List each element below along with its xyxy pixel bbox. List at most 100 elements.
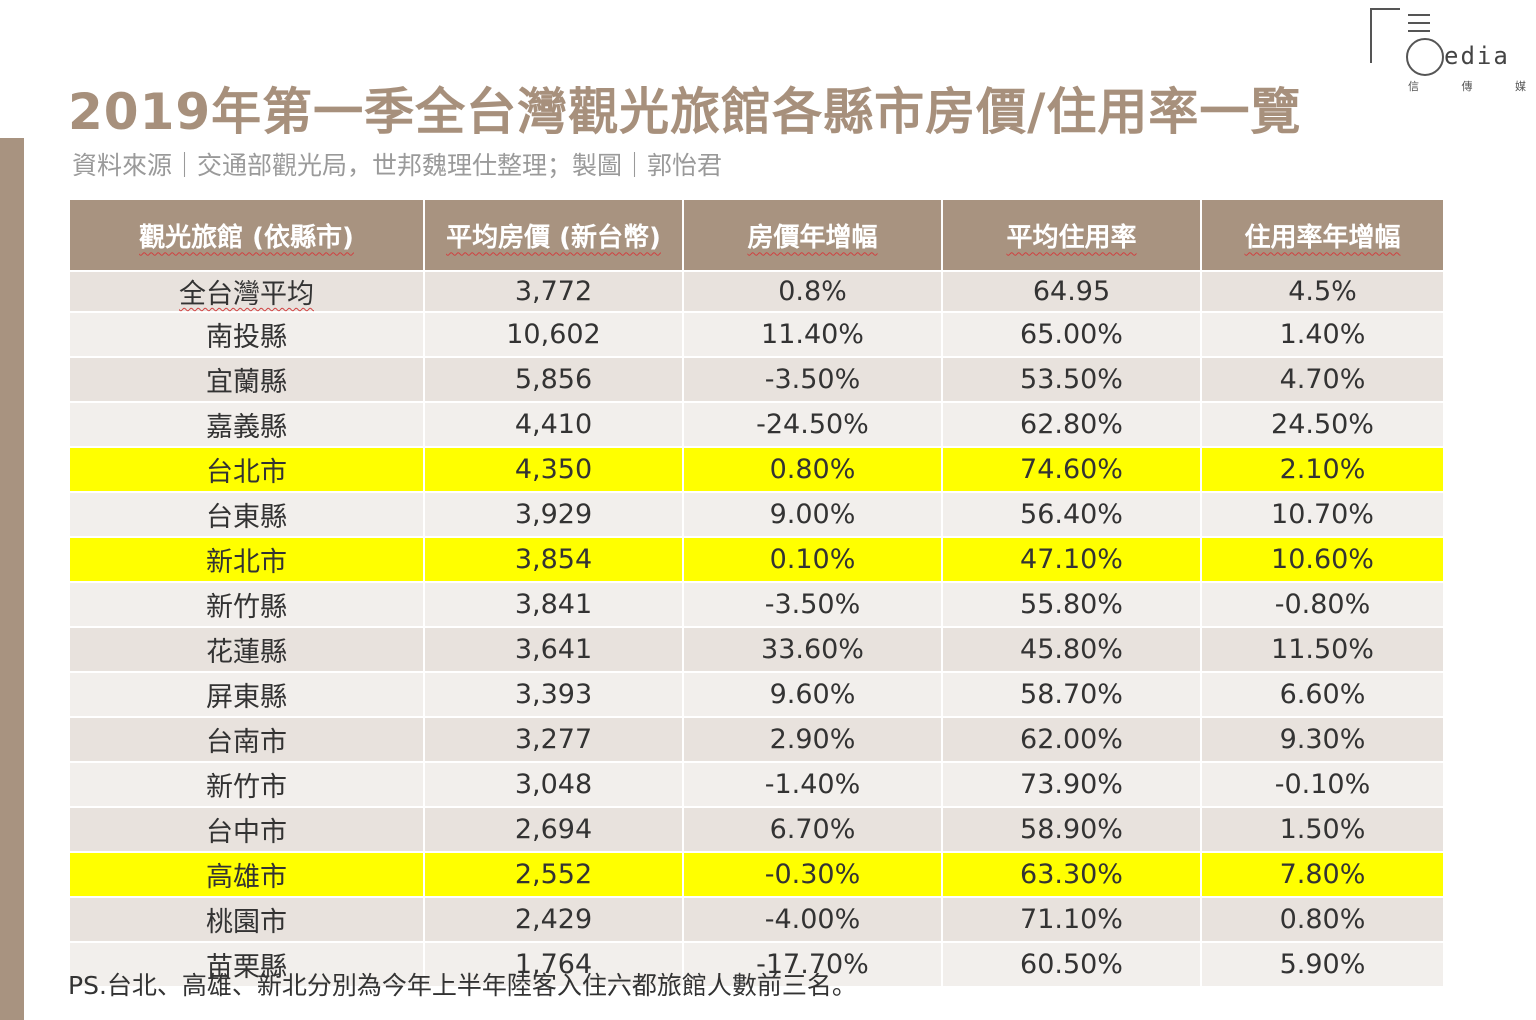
table-row: 南投縣 10,602 11.40% 65.00% 1.40% (68, 311, 1445, 357)
cell-county: 苗栗縣 (68, 941, 425, 986)
cell-county: 宜蘭縣 (68, 356, 425, 402)
cell-price-growth: 11.40% (682, 311, 943, 357)
cell-occupancy-growth: 10.60% (1200, 536, 1445, 582)
cell-occupancy-growth: 11.50% (1200, 626, 1445, 672)
cell-price-growth: -0.30% (682, 851, 943, 897)
cell-occupancy-growth: 9.30% (1200, 716, 1445, 762)
logo-char: 信 (1408, 80, 1419, 93)
cell-avg-price: 3,929 (423, 491, 684, 537)
logo-char: 傳 (1461, 80, 1473, 93)
cell-occupancy: 47.10% (941, 536, 1202, 582)
cell-avg-price: 3,854 (423, 536, 684, 582)
logo-stroke (1370, 8, 1372, 63)
cell-county: 台北市 (68, 446, 425, 492)
cell-occupancy: 60.50% (941, 941, 1202, 986)
cell-avg-price: 2,552 (423, 851, 684, 897)
cell-occupancy-growth: -0.80% (1200, 581, 1445, 627)
cell-price-growth: -3.50% (682, 356, 943, 402)
logo-stroke (1370, 8, 1400, 10)
cell-county: 屏東縣 (68, 671, 425, 717)
cell-occupancy: 45.80% (941, 626, 1202, 672)
cell-avg-price: 3,277 (423, 716, 684, 762)
table-row: 嘉義縣 4,410 -24.50% 62.80% 24.50% (68, 401, 1445, 447)
cell-avg-price: 2,694 (423, 806, 684, 852)
cell-avg-price: 3,772 (423, 270, 684, 312)
page-title: 2019年第一季全台灣觀光旅館各縣市房價/住用率一覽 (68, 83, 1302, 141)
cell-occupancy-growth: 1.50% (1200, 806, 1445, 852)
cell-occupancy: 64.95 (941, 270, 1202, 312)
cell-price-growth: 9.60% (682, 671, 943, 717)
cell-county: 新竹市 (68, 761, 425, 807)
table-row: 桃園市 2,429 -4.00% 71.10% 0.80% (68, 896, 1445, 942)
logo-char: 媒 (1515, 80, 1526, 93)
logo-chinese: 信 傳 媒 (1408, 78, 1526, 94)
cell-occupancy: 71.10% (941, 896, 1202, 942)
cell-occupancy: 73.90% (941, 761, 1202, 807)
cell-avg-price: 3,048 (423, 761, 684, 807)
cell-occupancy: 74.60% (941, 446, 1202, 492)
cell-price-growth: -1.40% (682, 761, 943, 807)
table-body: 全台灣平均 3,772 0.8% 64.95 4.5% 南投縣 10,602 11.40% 65… (68, 270, 1445, 986)
cell-occupancy: 62.80% (941, 401, 1202, 447)
cell-county: 高雄市 (68, 851, 425, 897)
cell-avg-price: 4,350 (423, 446, 684, 492)
table-row: 屏東縣 3,393 9.60% 58.70% 6.60% (68, 671, 1445, 717)
cell-occupancy-growth: -0.10% (1200, 761, 1445, 807)
table-row: 新竹市 3,048 -1.40% 73.90% -0.10% (68, 761, 1445, 807)
cell-occupancy: 58.70% (941, 671, 1202, 717)
cell-occupancy-growth: 6.60% (1200, 671, 1445, 717)
header-avg-price: 平均房價 (新台幣) (423, 200, 684, 271)
cell-occupancy: 62.00% (941, 716, 1202, 762)
table-row: 新北市 3,854 0.10% 47.10% 10.60% (68, 536, 1445, 582)
cell-occupancy-growth: 2.10% (1200, 446, 1445, 492)
cell-occupancy-growth: 0.80% (1200, 896, 1445, 942)
footnote: PS.台北、高雄、新北分別為今年上半年陸客入住六都旅館人數前三名。 (68, 971, 857, 1000)
cell-occupancy: 65.00% (941, 311, 1202, 357)
cell-occupancy: 56.40% (941, 491, 1202, 537)
header-occupancy: 平均住用率 (941, 200, 1202, 271)
cell-county: 台南市 (68, 716, 425, 762)
cell-county: 桃園市 (68, 896, 425, 942)
header-price-growth: 房價年增幅 (682, 200, 943, 271)
cell-occupancy-growth: 7.80% (1200, 851, 1445, 897)
cell-county: 全台灣平均 (68, 270, 425, 312)
cell-county: 南投縣 (68, 311, 425, 357)
table-row: 高雄市 2,552 -0.30% 63.30% 7.80% (68, 851, 1445, 897)
header-occupancy-growth: 住用率年增幅 (1200, 200, 1445, 271)
cell-price-growth: -24.50% (682, 401, 943, 447)
page-subtitle: 資料來源｜交通部觀光局，世邦魏理仕整理；製圖｜郭怡君 (72, 151, 723, 180)
cell-county: 台東縣 (68, 491, 425, 537)
cell-county: 新北市 (68, 536, 425, 582)
logo-emblem-icon (1406, 38, 1444, 76)
cell-price-growth: 2.90% (682, 716, 943, 762)
table-row: 台東縣 3,929 9.00% 56.40% 10.70% (68, 491, 1445, 537)
cell-occupancy: 53.50% (941, 356, 1202, 402)
cell-avg-price: 4,410 (423, 401, 684, 447)
cell-price-growth: 33.60% (682, 626, 943, 672)
cell-avg-price: 2,429 (423, 896, 684, 942)
cell-occupancy-growth: 24.50% (1200, 401, 1445, 447)
cell-price-growth: 0.8% (682, 270, 943, 312)
table-row: 宜蘭縣 5,856 -3.50% 53.50% 4.70% (68, 356, 1445, 402)
cell-occupancy-growth: 4.5% (1200, 270, 1445, 312)
cell-county: 台中市 (68, 806, 425, 852)
table-row: 新竹縣 3,841 -3.50% 55.80% -0.80% (68, 581, 1445, 627)
cell-occupancy: 58.90% (941, 806, 1202, 852)
cell-price-growth: -4.00% (682, 896, 943, 942)
cell-occupancy-growth: 10.70% (1200, 491, 1445, 537)
cell-occupancy-growth: 5.90% (1200, 941, 1445, 986)
cell-price-growth: -3.50% (682, 581, 943, 627)
cell-price-growth: 0.80% (682, 446, 943, 492)
cell-occupancy-growth: 4.70% (1200, 356, 1445, 402)
table-row: 台南市 3,277 2.90% 62.00% 9.30% (68, 716, 1445, 762)
header-county: 觀光旅館 (依縣市) (68, 200, 425, 271)
cell-county: 新竹縣 (68, 581, 425, 627)
media-logo: edia 信 傳 媒 (1370, 8, 1530, 93)
cell-avg-price: 3,841 (423, 581, 684, 627)
table-row: 台中市 2,694 6.70% 58.90% 1.50% (68, 806, 1445, 852)
cell-price-growth: 9.00% (682, 491, 943, 537)
table-row: 花蓮縣 3,641 33.60% 45.80% 11.50% (68, 626, 1445, 672)
table-row: 全台灣平均 3,772 0.8% 64.95 4.5% (68, 270, 1445, 312)
cell-occupancy-growth: 1.40% (1200, 311, 1445, 357)
cell-price-growth: 6.70% (682, 806, 943, 852)
